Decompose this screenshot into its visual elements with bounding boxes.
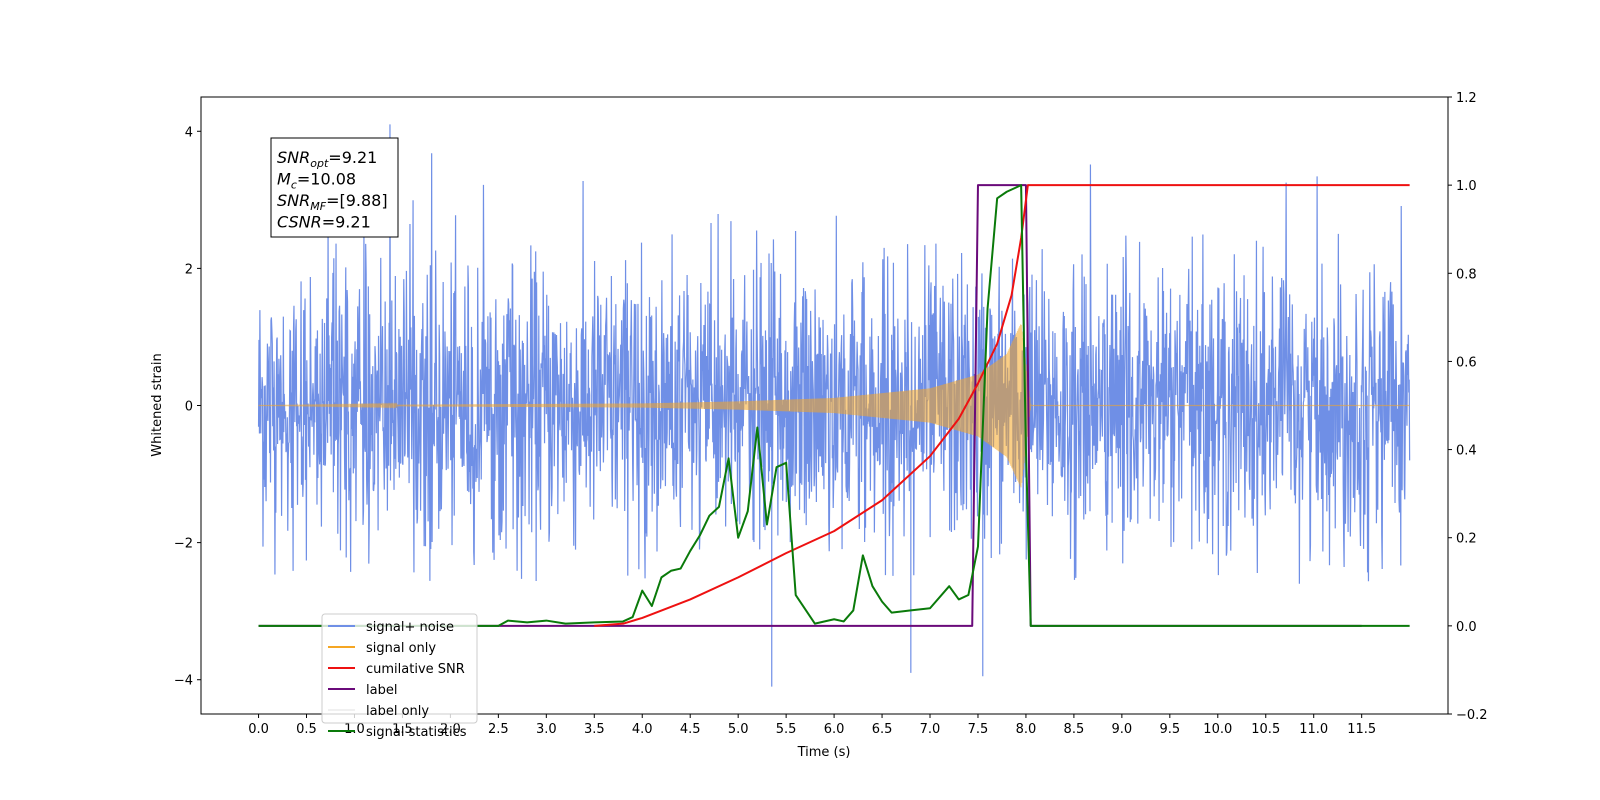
x-tick-label: 0.5	[296, 722, 317, 737]
x-tick-label: 6.5	[872, 722, 893, 737]
x-tick-label: 2.0	[440, 722, 461, 737]
x-tick-label: 2.5	[488, 722, 509, 737]
x-tick-label: 6.0	[824, 722, 845, 737]
series-line-signal-statistics	[258, 184, 1410, 627]
x-tick-label: 5.0	[728, 722, 749, 737]
x-tick-label: 11.5	[1347, 722, 1376, 737]
legend-entry: signal+ noise	[366, 620, 454, 635]
right-y-tick-label: −0.2	[1456, 708, 1488, 723]
x-tick-label: 7.5	[968, 722, 989, 737]
x-tick-label: 4.5	[680, 722, 701, 737]
x-axis-label: Time (s)	[797, 745, 851, 760]
x-tick-label: 9.5	[1159, 722, 1180, 737]
x-tick-label: 7.0	[920, 722, 941, 737]
right-y-tick-label: 0.2	[1456, 532, 1477, 547]
annotation-line: SNRMF=[9.88]	[277, 191, 388, 213]
x-tick-label: 8.0	[1016, 722, 1037, 737]
right-y-tick-label: 0.8	[1456, 267, 1477, 282]
x-tick-label: 9.0	[1112, 722, 1133, 737]
left-y-tick-label: −4	[174, 674, 193, 689]
annotation-frame	[270, 137, 399, 238]
x-tick-label: 10.0	[1203, 722, 1232, 737]
legend-entry: label only	[366, 704, 429, 719]
series-line-signal-only	[258, 324, 1410, 488]
legend: signal+ noise signal only cumilative SNR la…	[321, 613, 478, 740]
legend-entry: signal only	[366, 641, 436, 656]
right-y-tick-label: 0.6	[1456, 355, 1477, 370]
x-tick-label: 0.0	[248, 722, 269, 737]
legend-entry: signal statistics	[366, 725, 467, 740]
x-tick-label: 1.0	[344, 722, 365, 737]
series-layer	[257, 124, 1411, 687]
x-tick-label: 11.0	[1299, 722, 1328, 737]
legend-frame	[321, 613, 478, 724]
x-axis: 0.0 0.5 1.0 1.5 2.0 2.5 3.0 3.5 4.0 4.5 5.0 5.5 6.0 6…	[248, 714, 1376, 737]
legend-entry: label	[366, 683, 397, 698]
series-line-signal-noise	[257, 153, 1411, 584]
left-y-tick-label: 4	[185, 125, 193, 140]
right-y-axis: −0.2 0.0 0.2 0.4 0.6 0.8 1.0 1.2	[1448, 91, 1488, 723]
right-y-tick-label: 1.2	[1456, 91, 1477, 106]
left-y-tick-label: 2	[185, 262, 193, 277]
x-tick-label: 3.5	[584, 722, 605, 737]
left-y-tick-label: −2	[174, 537, 193, 552]
y-axis-label: Whitened strain	[150, 353, 165, 456]
x-tick-label: 1.5	[392, 722, 413, 737]
left-y-axis: −4 −2 0 2 4	[174, 125, 201, 689]
right-y-tick-label: 0.0	[1456, 620, 1477, 635]
x-tick-label: 5.5	[776, 722, 797, 737]
series-line-cumilative-snr	[594, 184, 1410, 627]
legend-entry: cumilative SNR	[366, 662, 465, 677]
annotation-line: Mc=10.08	[277, 170, 356, 192]
left-y-tick-label: 0	[185, 400, 193, 415]
right-y-tick-label: 1.0	[1456, 179, 1477, 194]
x-tick-label: 8.5	[1064, 722, 1085, 737]
annotation-line: SNRopt=9.21	[277, 148, 377, 170]
right-y-tick-label: 0.4	[1456, 444, 1477, 459]
x-tick-label: 4.0	[632, 722, 653, 737]
x-tick-label: 10.5	[1251, 722, 1280, 737]
x-tick-label: 3.0	[536, 722, 557, 737]
annotation-line: CSNR=9.21	[277, 213, 371, 232]
